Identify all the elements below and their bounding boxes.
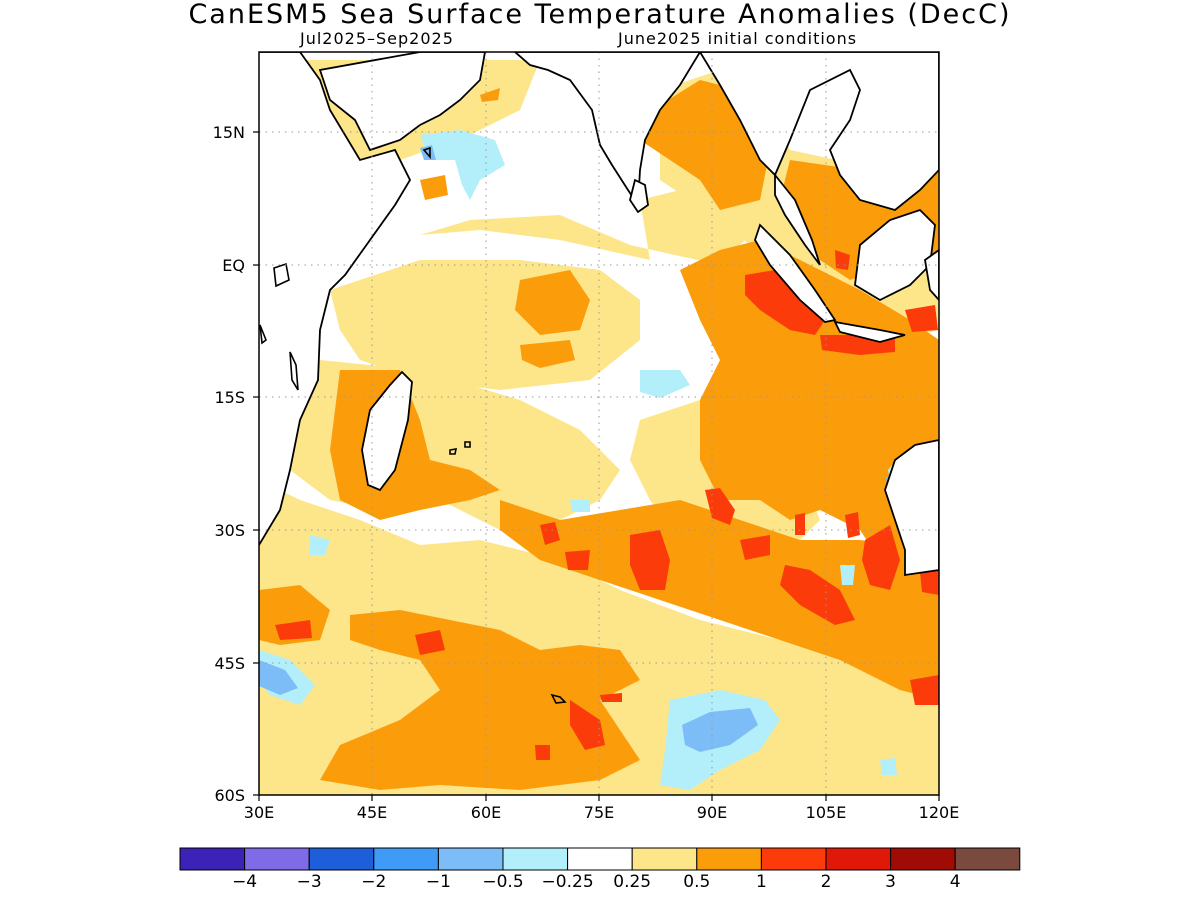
india-coast — [513, 52, 702, 208]
colorbar-swatch — [373, 847, 439, 871]
landmasses — [259, 52, 939, 577]
lat-lon-grid — [259, 52, 939, 795]
anomaly-fill-1 — [274, 250, 939, 760]
colorbar-swatch — [954, 847, 1021, 871]
lon-label-90e: 90E — [697, 803, 727, 822]
colorbar-label: −1 — [425, 872, 451, 892]
colorbar-label: 0.5 — [683, 872, 711, 892]
anomaly-fill-0.5 — [259, 55, 939, 790]
colorbar-label: −2 — [361, 872, 387, 892]
lon-label-60e: 60E — [471, 803, 501, 822]
colorbar-swatch — [179, 847, 246, 871]
anomaly-field — [259, 52, 939, 795]
colorbar-swatch — [760, 847, 827, 871]
lon-label-105e: 105E — [806, 803, 847, 822]
colorbar — [179, 847, 1021, 871]
colorbar-swatch — [567, 847, 633, 871]
colorbar-label: −0.5 — [482, 872, 524, 892]
latitude-labels: 15N EQ 15S 30S 45S 60S — [213, 123, 245, 805]
sri-lanka — [629, 178, 649, 214]
lat-label-eq: EQ — [222, 256, 245, 275]
colorbar-swatch — [437, 847, 504, 871]
colorbar-label: −0.25 — [541, 872, 594, 892]
africa-coast — [259, 52, 412, 546]
sulawesi-fragment — [924, 248, 939, 302]
lon-label-45e: 45E — [357, 803, 387, 822]
colorbar-label: 3 — [885, 872, 897, 892]
colorbar-swatch — [696, 847, 762, 871]
colorbar-label: 1 — [755, 872, 767, 892]
lon-label-120e: 120E — [919, 803, 960, 822]
lat-label-45s: 45S — [214, 654, 245, 673]
forecast-period: Jul2025–Sep2025 — [300, 29, 454, 48]
colorbar-swatch — [890, 847, 956, 871]
longitude-labels: 30E 45E 60E 75E 90E 105E 120E — [244, 803, 960, 822]
malay-peninsula — [774, 172, 821, 266]
lat-label-60s: 60S — [214, 786, 245, 805]
lat-label-15s: 15S — [214, 388, 245, 407]
axis-ticks — [253, 131, 940, 801]
lon-label-75e: 75E — [584, 803, 614, 822]
sumatra — [754, 223, 837, 323]
colorbar-swatch — [502, 847, 569, 871]
madagascar — [361, 370, 413, 492]
indochina-coast — [698, 52, 939, 211]
colorbar-swatch — [825, 847, 892, 871]
lat-label-15n: 15N — [213, 123, 245, 142]
colorbar-label: 2 — [820, 872, 832, 892]
islands — [259, 146, 567, 704]
lon-label-30e: 30E — [244, 803, 274, 822]
colorbar-label: 0.25 — [613, 872, 652, 892]
colorbar-swatch — [244, 847, 310, 871]
colorbar-label: 4 — [949, 872, 961, 892]
lat-label-30s: 30S — [214, 521, 245, 540]
initial-conditions: June2025 initial conditions — [618, 29, 858, 48]
java — [833, 320, 906, 343]
colorbar-label: −4 — [232, 872, 258, 892]
australia-coast — [884, 439, 939, 577]
colorbar-swatch — [308, 847, 375, 871]
colorbar-swatch — [631, 847, 698, 871]
map-title: CanESM5 Sea Surface Temperature Anomalie… — [188, 0, 1012, 30]
colorbar-label: −3 — [296, 872, 322, 892]
